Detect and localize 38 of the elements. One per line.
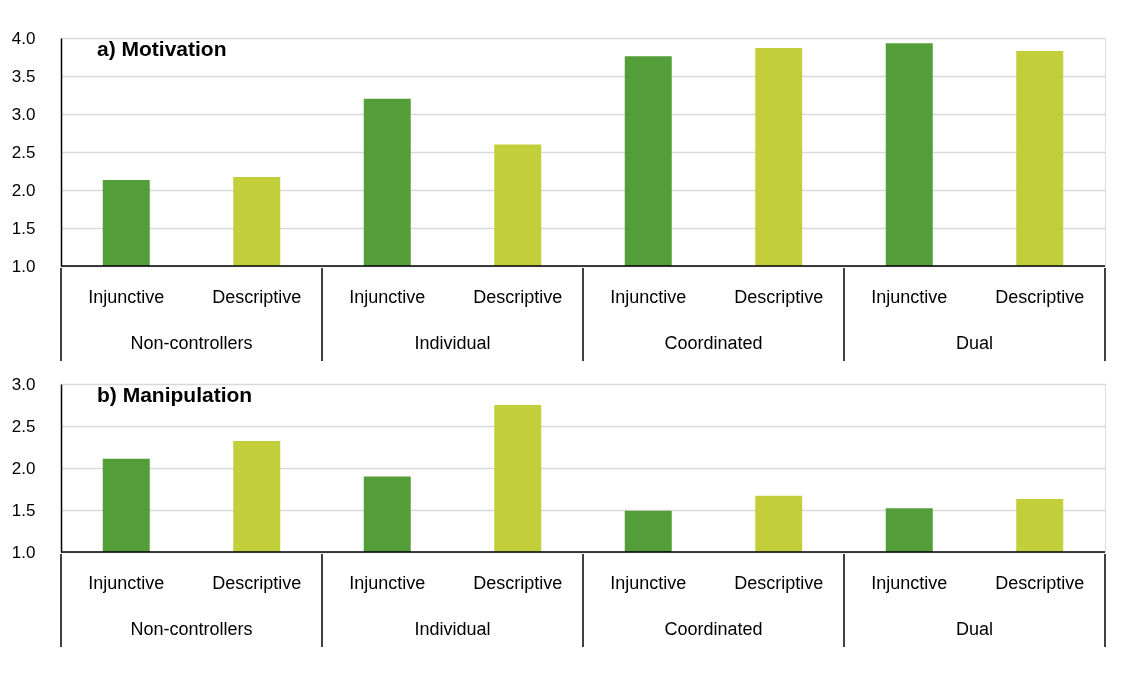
x-tick-label: Injunctive	[871, 573, 948, 593]
text: Individual	[414, 619, 491, 639]
y-tick-label: 1.0	[11, 542, 36, 562]
x-tick-label: Injunctive	[610, 573, 687, 593]
y-tick-label: 4.0	[11, 28, 36, 48]
chart-title: a) Motivation	[97, 37, 227, 60]
x-tick-label: Injunctive	[871, 287, 948, 307]
x-tick-label: Descriptive	[734, 573, 824, 593]
x-tick-label: Descriptive	[995, 573, 1085, 593]
y-tick-label: 1.5	[11, 218, 36, 238]
y-tick-label: 3.0	[11, 374, 36, 394]
text: Non-controllers	[130, 333, 253, 353]
y-tick-label: 1.5	[11, 500, 36, 520]
text: Coordinated	[664, 619, 763, 639]
y-tick-label: 2.0	[11, 180, 36, 200]
x-tick-label: Descriptive	[473, 573, 563, 593]
y-tick-label: 3.0	[11, 104, 36, 124]
y-tick-label: 2.5	[11, 416, 36, 436]
x-tick-label: Injunctive	[610, 287, 687, 307]
text: Non-controllers	[130, 619, 253, 639]
chart-title: b) Manipulation	[97, 383, 253, 406]
y-tick-label: 2.5	[11, 142, 36, 162]
x-tick-label: Descriptive	[212, 287, 302, 307]
text: Individual	[414, 333, 491, 353]
x-tick-label: Descriptive	[734, 287, 824, 307]
x-tick-label: Descriptive	[473, 287, 563, 307]
y-tick-label: 2.0	[11, 458, 36, 478]
x-tick-label: Descriptive	[995, 287, 1085, 307]
y-tick-label: 3.5	[11, 66, 36, 86]
text: Coordinated	[664, 333, 763, 353]
text: Dual	[955, 333, 994, 353]
text: Dual	[955, 619, 994, 639]
x-tick-label: Descriptive	[212, 573, 302, 593]
x-tick-label: Injunctive	[349, 573, 426, 593]
y-tick-label: 1.0	[11, 256, 36, 276]
x-tick-label: Injunctive	[349, 287, 426, 307]
x-tick-label: Injunctive	[88, 573, 165, 593]
x-tick-label: Injunctive	[88, 287, 165, 307]
